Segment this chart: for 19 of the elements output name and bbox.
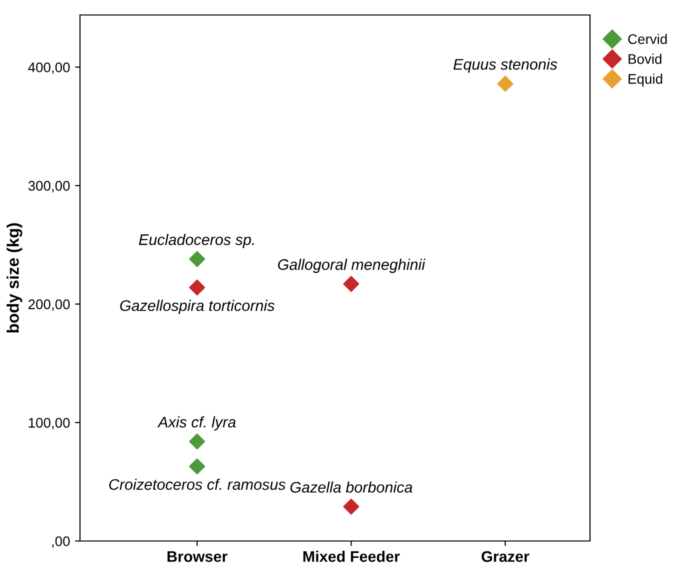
y-tick-label: 300,00	[28, 180, 70, 192]
annotation: Equus stenonis	[453, 58, 558, 73]
legend-label: Bovid	[628, 54, 662, 64]
legend-label: Equid	[628, 74, 662, 87]
annotation: Gallogoral meneghinii	[278, 258, 426, 273]
y-axis-title: body size (kg)	[6, 223, 22, 332]
x-tick-label: Grazer	[482, 551, 530, 562]
annotation: Croizetoceros cf. ramosus	[109, 478, 286, 490]
y-tick-label: 200,00	[28, 299, 70, 311]
y-tick-label: 400,00	[28, 62, 70, 74]
annotation: Gazellospira torticornis	[120, 300, 274, 314]
y-tick-label: ,00	[52, 536, 70, 548]
annotation: Gazella borbonica	[290, 481, 412, 493]
legend-label: Cervid	[628, 34, 667, 44]
x-tick-label: Browser	[168, 551, 228, 562]
annotation: Axis cf. lyra	[157, 416, 236, 431]
x-tick-label: Mixed Feeder	[303, 550, 400, 562]
annotation: Eucladoceros sp.	[138, 234, 254, 248]
y-tick-label: 100,00	[28, 418, 70, 430]
